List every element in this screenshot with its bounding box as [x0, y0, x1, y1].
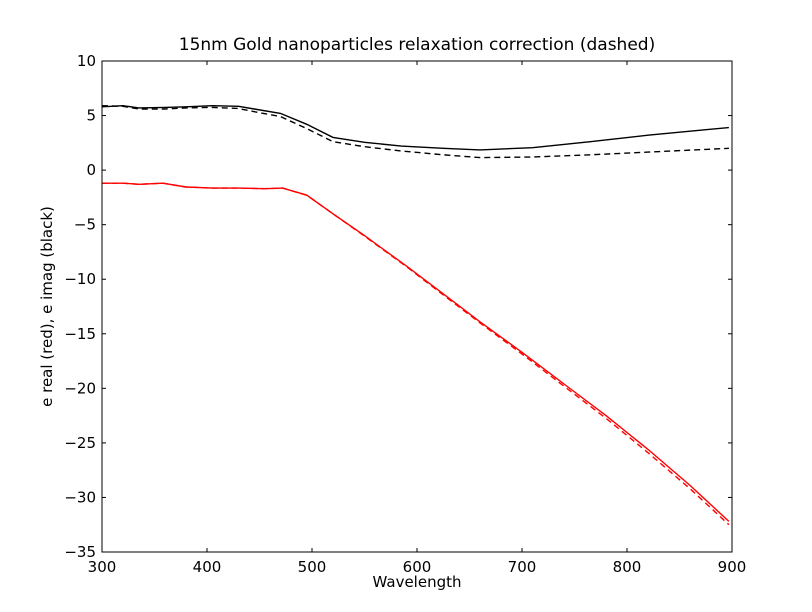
x-tick-label: 400 — [193, 558, 222, 576]
y-tick-label: −10 — [64, 270, 96, 288]
x-tick-label: 600 — [403, 558, 432, 576]
x-tick-label: 700 — [508, 558, 537, 576]
chart-title: 15nm Gold nanoparticles relaxation corre… — [179, 35, 655, 55]
series-line-1 — [101, 104, 729, 151]
x-tick-label: 800 — [613, 558, 642, 576]
series-line-3 — [102, 182, 730, 522]
y-axis-label: e real (red), e imag (black) — [38, 206, 56, 407]
series-layer — [101, 104, 730, 526]
x-tick-label: 300 — [88, 558, 117, 576]
y-tick-label: −5 — [74, 216, 96, 234]
x-tick-label: 500 — [298, 558, 327, 576]
x-tick-label: 900 — [718, 558, 747, 576]
y-tick-label: 5 — [86, 107, 96, 125]
x-axis: 300 400 500 600 700 800 900 — [88, 61, 747, 576]
y-tick-label: −20 — [64, 379, 96, 397]
x-axis-label: Wavelength — [373, 573, 462, 591]
y-tick-label: 10 — [77, 52, 96, 70]
series-line-4 — [102, 182, 730, 526]
y-tick-label: 0 — [86, 161, 96, 179]
y-tick-label: −30 — [64, 488, 96, 506]
series-line-2 — [101, 105, 729, 159]
y-tick-label: −15 — [64, 325, 96, 343]
y-axis: −35 −30 −25 −20 −15 −10 −5 0 5 10 — [64, 52, 732, 561]
y-tick-label: −25 — [64, 434, 96, 452]
y-tick-label: −35 — [64, 543, 96, 561]
